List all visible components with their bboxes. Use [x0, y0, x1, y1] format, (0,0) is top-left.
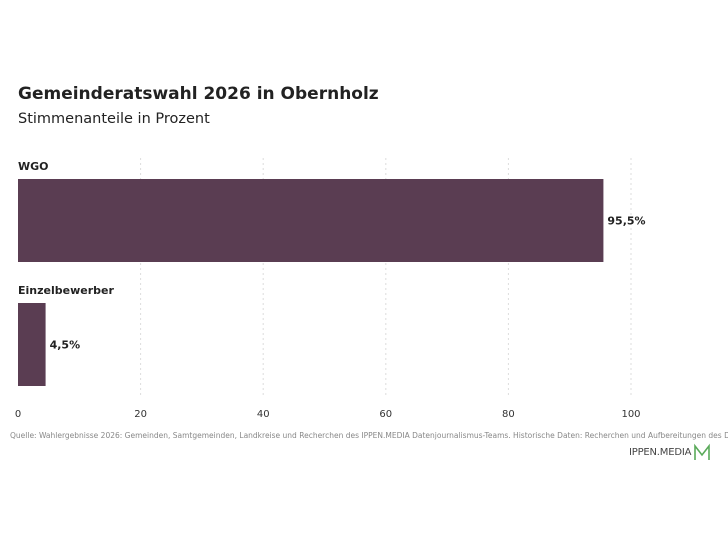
publisher-logo: IPPEN.MEDIA — [629, 443, 711, 461]
x-tick-label: 0 — [15, 409, 21, 420]
chart-title: Gemeinderatswahl 2026 in Obernholz — [18, 84, 379, 104]
bar-einzelbewerber — [18, 303, 46, 386]
value-label: 4,5% — [50, 339, 81, 352]
source-note: Quelle: Wahlergebnisse 2026: Gemeinden, … — [10, 431, 728, 440]
logo-m-icon — [694, 443, 711, 460]
x-tick-label: 20 — [134, 409, 147, 420]
x-tick-label: 40 — [257, 409, 270, 420]
x-tick-label: 80 — [502, 409, 515, 420]
chart-subtitle: Stimmenanteile in Prozent — [18, 111, 210, 127]
x-tick-label: 60 — [379, 409, 392, 420]
category-label: Einzelbewerber — [18, 284, 114, 297]
bar-chart: WGO 95,5% Einzelbewerber 4,5% 0 20 40 60 80 100 — [15, 158, 646, 420]
logo-text: IPPEN.MEDIA — [629, 446, 692, 458]
value-label: 95,5% — [607, 215, 645, 228]
x-tick-label: 100 — [621, 409, 640, 420]
category-label: WGO — [18, 160, 49, 173]
bar-wgo — [18, 179, 604, 262]
